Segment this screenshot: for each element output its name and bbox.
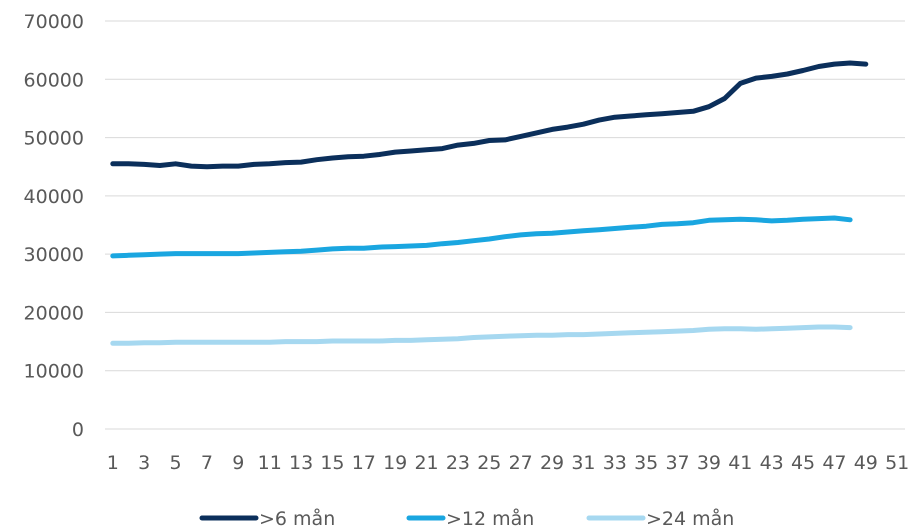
y-axis-tick-labels: 0 10000 20000 30000 40000 50000 60000 70000 [24, 11, 84, 441]
x-tick-label: 35 [634, 452, 658, 474]
x-tick-label: 15 [320, 452, 344, 474]
y-tick-label: 20000 [24, 302, 84, 324]
x-tick-label: 13 [289, 452, 313, 474]
x-tick-label: 3 [138, 452, 150, 474]
x-tick-label: 21 [414, 452, 438, 474]
x-tick-label: 9 [232, 452, 244, 474]
y-tick-label: 10000 [24, 361, 84, 383]
legend-label: >24 mån [646, 507, 734, 529]
y-tick-label: 40000 [24, 186, 84, 208]
legend-label: >12 mån [446, 507, 534, 529]
x-tick-label: 51 [885, 452, 909, 474]
x-tick-label: 27 [509, 452, 533, 474]
x-tick-label: 45 [791, 452, 815, 474]
legend-label: >6 mån [259, 507, 335, 529]
y-tick-label: 30000 [24, 244, 84, 266]
x-tick-label: 25 [477, 452, 501, 474]
x-tick-label: 17 [352, 452, 376, 474]
x-tick-label: 19 [383, 452, 407, 474]
x-tick-label: 29 [540, 452, 564, 474]
y-tick-label: 50000 [24, 128, 84, 150]
legend: >6 mån >12 mån >24 mån [199, 507, 734, 529]
x-tick-label: 43 [760, 452, 784, 474]
x-tick-label: 49 [854, 452, 878, 474]
x-tick-label: 23 [446, 452, 470, 474]
x-tick-label: 37 [665, 452, 689, 474]
x-tick-label: 47 [822, 452, 846, 474]
x-tick-label: 11 [258, 452, 282, 474]
x-tick-label: 33 [603, 452, 627, 474]
series-lines [110, 60, 869, 346]
y-tick-label: 0 [72, 419, 84, 441]
gridlines [105, 20, 905, 430]
x-tick-label: 41 [728, 452, 752, 474]
x-axis-tick-labels: 1 3 5 7 9 11 13 15 17 19 21 23 25 27 29 31 33 35 37 39 41 43 4… [107, 452, 909, 474]
x-tick-label: 7 [201, 452, 213, 474]
x-tick-label: 1 [107, 452, 119, 474]
x-tick-label: 31 [571, 452, 595, 474]
x-tick-label: 5 [170, 452, 182, 474]
y-tick-label: 70000 [24, 11, 84, 33]
y-tick-label: 60000 [24, 69, 84, 91]
series-line-1 [110, 215, 853, 259]
series-line-2 [110, 324, 853, 346]
series-line-0 [110, 60, 869, 170]
x-tick-label: 39 [697, 452, 721, 474]
